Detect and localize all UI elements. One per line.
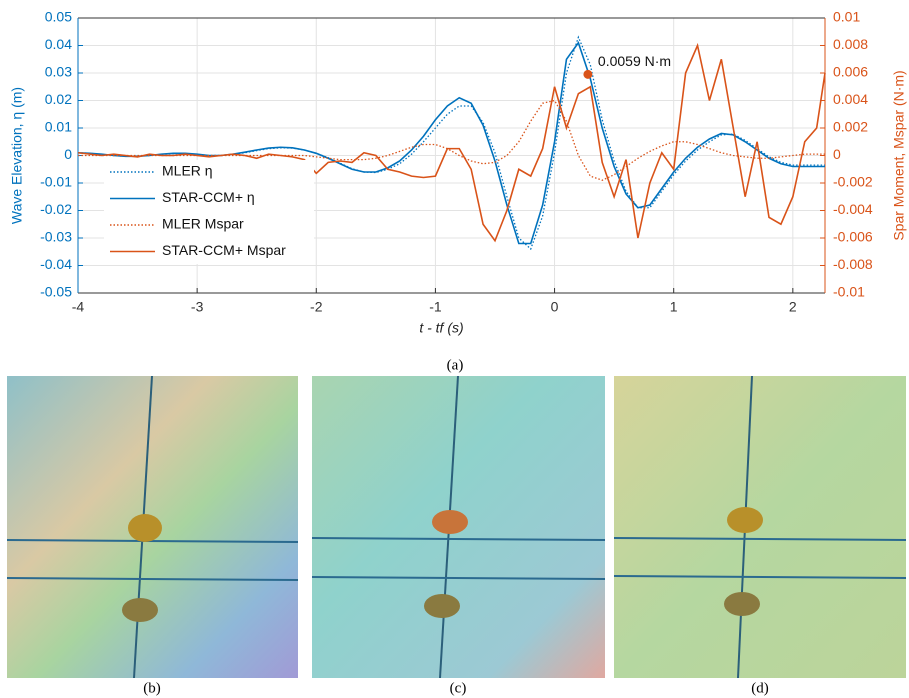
y-tick-label: -0.02	[40, 201, 72, 217]
caption: (a)	[447, 357, 464, 373]
x-axis-label: t - tf (s)	[419, 320, 463, 336]
x-tick-label: 1	[670, 299, 678, 315]
image-d	[613, 375, 907, 679]
y2-tick-label: -0.008	[833, 256, 873, 272]
annotation-label: 0.0059 N·m	[598, 53, 671, 69]
caption: (d)	[751, 680, 769, 696]
y-tick-label: 0	[64, 146, 72, 162]
y2-tick-label: 0.01	[833, 9, 860, 25]
legend-label: MLER Mspar	[162, 216, 244, 232]
y-tick-label: -0.01	[40, 174, 72, 190]
image-b	[6, 375, 299, 679]
x-tick-label: 0	[551, 299, 559, 315]
y2-tick-label: -0.004	[833, 201, 873, 217]
annotation-marker	[583, 69, 593, 79]
y2-tick-label: -0.002	[833, 174, 873, 190]
y2-tick-label: 0.002	[833, 119, 868, 135]
x-tick-label: -4	[72, 299, 85, 315]
legend-box	[104, 160, 314, 264]
y-tick-label: 0.05	[45, 9, 72, 25]
series-line	[77, 42, 826, 243]
y2-axis-label: Spar Moment, Mspar (N·m)	[891, 70, 907, 240]
y-axis-label: Wave Elevation, η (m)	[9, 87, 25, 224]
y-tick-label: 0.03	[45, 64, 72, 80]
legend-label: STAR-CCM+ η	[162, 189, 255, 205]
y2-tick-label: 0.008	[833, 36, 868, 52]
y2-tick-label: -0.01	[833, 284, 865, 300]
chart: -4 -3 -2 -1 0 1 2 -0.05 -0.04 -0.03 -0.02 -0.01 0 0.0…	[9, 9, 907, 336]
series-line	[78, 99, 825, 181]
x-tick-label: -2	[310, 299, 323, 315]
series-line	[77, 35, 825, 251]
y-tick-label: -0.04	[40, 256, 72, 272]
y-tick-label: 0.04	[45, 36, 72, 52]
y-tick-label: -0.03	[40, 229, 72, 245]
caption: (b)	[143, 680, 161, 696]
x-tick-label: 2	[789, 299, 797, 315]
legend-label: MLER η	[162, 163, 213, 179]
caption: (c)	[450, 680, 467, 696]
y2-tick-label: 0.006	[833, 64, 868, 80]
y-tick-label: -0.05	[40, 284, 72, 300]
legend-label: STAR-CCM+ Mspar	[162, 242, 286, 258]
y-tick-label: 0.02	[45, 91, 72, 107]
x-tick-label: -1	[429, 299, 442, 315]
y2-tick-label: 0.004	[833, 91, 868, 107]
series-line	[77, 41, 825, 245]
y-tick-label: 0.01	[45, 119, 72, 135]
y2-tick-label: 0	[833, 146, 841, 162]
x-tick-label: -3	[191, 299, 204, 315]
image-c	[311, 375, 606, 679]
y2-tick-label: -0.006	[833, 229, 873, 245]
